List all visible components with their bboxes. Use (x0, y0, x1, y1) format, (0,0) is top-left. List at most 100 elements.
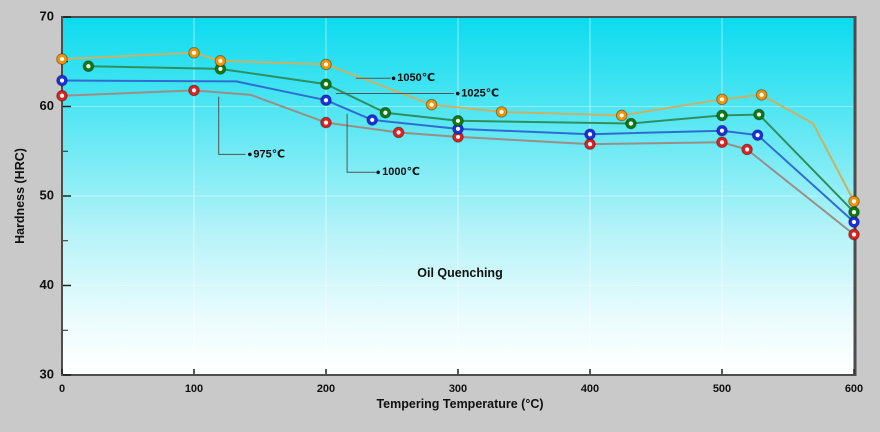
marker-core (455, 126, 461, 131)
marker-core (323, 98, 329, 103)
marker-core (587, 141, 593, 147)
data-point-1000-500 (716, 124, 728, 137)
marker-core (86, 64, 91, 69)
marker-core (744, 147, 750, 152)
data-point-1025-20 (82, 60, 95, 73)
x-tick-label: 200 (317, 383, 335, 395)
marker-core (851, 210, 857, 215)
data-point-1025-200 (320, 78, 332, 90)
data-point-1050-100 (188, 47, 200, 59)
data-point-975-255 (392, 126, 405, 139)
data-point-1050-200 (320, 58, 332, 71)
marker-core (851, 232, 857, 237)
data-point-1000-235 (366, 114, 379, 126)
y-tick-label: 60 (40, 98, 54, 113)
data-point-1025-528 (753, 108, 765, 121)
data-point-975-500 (716, 136, 728, 149)
data-point-975-519 (741, 143, 753, 156)
data-point-1025-431 (625, 117, 637, 130)
marker-core (499, 109, 504, 114)
gridlines (62, 17, 854, 375)
data-point-1050-600 (848, 195, 860, 208)
data-point-1050-530 (755, 89, 768, 101)
marker-core (396, 130, 401, 135)
marker-core (851, 199, 857, 204)
marker-core (628, 121, 634, 126)
axis-tick-labels: 0 100 200 300 400 500 600 30 40 50 60 70 (40, 8, 864, 394)
marker-core (619, 113, 624, 118)
marker-core (59, 78, 65, 83)
x-axis-title: Tempering Temperature (°C) (376, 397, 543, 411)
marker-core (587, 132, 593, 137)
annotation-bullet (376, 170, 380, 175)
marker-core (59, 93, 65, 98)
marker-core (323, 120, 329, 125)
data-point-1000-527 (751, 129, 764, 141)
x-tick-label: 500 (713, 383, 731, 395)
marker-core (191, 88, 197, 93)
marker-core (370, 117, 375, 123)
data-point-1025-245 (379, 106, 392, 119)
x-tick-label: 300 (449, 383, 467, 395)
marker-core (218, 66, 223, 72)
annotation-1050℃: 1050℃ (355, 72, 435, 84)
axis-ticks (61, 16, 855, 376)
data-point-975-100 (188, 84, 200, 97)
data-point-1050-0 (56, 53, 68, 65)
marker-core (218, 58, 223, 63)
y-tick-label: 30 (40, 366, 54, 381)
data-point-1000-600 (848, 216, 860, 228)
data-point-1025-500 (716, 109, 728, 122)
data-point-1000-400 (584, 128, 596, 141)
oil-quenching-label: Oil Quenching (417, 266, 502, 280)
x-tick-label: 400 (581, 383, 599, 395)
marker-core (323, 62, 329, 67)
annotation-label: 1050℃ (397, 72, 435, 84)
annotation-975℃: 975℃ (218, 96, 285, 160)
annotation-bullet (391, 76, 396, 81)
marker-core (383, 110, 388, 115)
annotation-1000℃: 1000℃ (346, 113, 420, 178)
x-tick-label: 100 (185, 383, 203, 395)
marker-core (719, 97, 725, 102)
marker-core (455, 134, 461, 140)
data-point-1050-424 (615, 109, 628, 122)
x-tick-label: 0 (59, 383, 65, 395)
x-tick-label: 600 (845, 383, 863, 395)
marker-core (323, 82, 329, 87)
y-tick-label: 50 (40, 187, 54, 202)
marker-core (191, 50, 197, 55)
marker-core (59, 56, 65, 62)
data-point-1050-333 (495, 106, 508, 118)
marker-core (455, 118, 461, 123)
data-point-975-600 (848, 228, 860, 241)
data-point-1050-280 (425, 98, 438, 111)
data-point-1000-0 (56, 74, 68, 87)
annotation-1025℃: 1025℃ (335, 87, 499, 99)
marker-core (719, 128, 725, 133)
data-point-1025-600 (848, 206, 860, 218)
data-point-975-0 (56, 89, 68, 102)
series-line-975 (61, 89, 855, 236)
marker-core (851, 219, 857, 225)
y-axis-title: Hardness (HRC) (13, 148, 27, 244)
data-point-1000-200 (320, 94, 332, 107)
data-point-1050-120 (214, 55, 227, 67)
y-tick-label: 70 (40, 8, 54, 23)
y-tick-label: 40 (40, 277, 54, 292)
plot-borders (61, 16, 857, 376)
marker-core (756, 112, 762, 117)
marker-core (719, 113, 725, 118)
annotation-label: 1000℃ (382, 166, 420, 178)
marker-core (755, 133, 760, 138)
annotation-bullet (455, 91, 460, 96)
annotation-leader-line (346, 113, 376, 173)
annotation-label: 975℃ (253, 148, 285, 160)
marker-core (759, 92, 764, 97)
series-annotations: 975℃ 1000℃ 1025℃ 1050℃ (218, 72, 499, 178)
data-point-1050-500 (716, 93, 728, 106)
annotation-label: 1025℃ (461, 87, 499, 99)
annotation-bullet (248, 152, 252, 157)
